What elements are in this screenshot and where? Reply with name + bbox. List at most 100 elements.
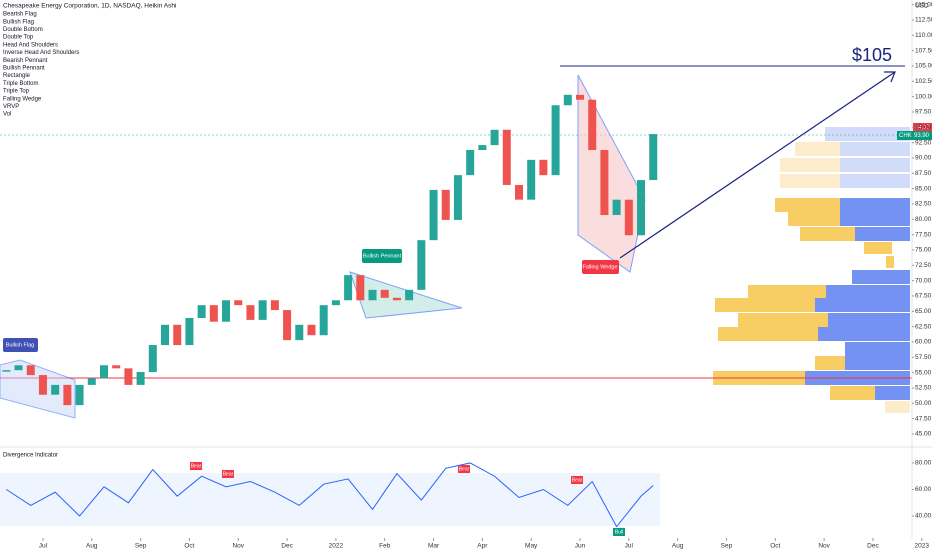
pennant-label: Bullish Pennant [363,253,402,259]
y-tick-label: 92.50 [915,139,932,146]
candle [637,180,646,236]
candle [429,189,438,241]
candle [112,365,121,369]
y-tick-label: 52.50 [915,385,932,392]
bear-tag: Bear [191,463,202,469]
x-tick-label: 2023 [915,543,930,550]
y-tick-label: 97.50 [915,109,932,116]
y-tick-label: 112.50 [915,17,932,24]
y-tick-label: 102.50 [915,78,932,85]
candle [14,365,23,371]
candle [551,105,560,176]
x-tick-label: Aug [672,543,684,550]
indicator-name: Head And Shoulders [3,42,58,48]
target-label: $105 [852,45,892,65]
indicator-name: Bullish Flag [3,19,34,25]
x-tick-label: Sep [135,543,147,550]
y-tick-label: 80.00 [915,216,932,223]
candle [368,289,377,301]
x-tick-label: Oct [184,543,194,550]
candle [417,240,426,290]
y-tick-label: 50.00 [915,400,932,407]
symbol: CHK [899,133,912,139]
candle [161,324,170,346]
candle [99,365,108,379]
pennant-badge [362,249,402,263]
flag-label: Bullish Flag [6,342,34,348]
candle [453,175,462,220]
divergence-tags: Bear Bear Bear Bear Bull [190,462,625,536]
indicator-title: Divergence Indicator [3,453,58,459]
y-tick-label: 60.00 [915,339,932,346]
candle [222,300,231,322]
y-tick-label: 77.50 [915,231,932,238]
y-tick-label: 70.00 [915,277,932,284]
target-arrow [619,71,896,259]
candle [87,378,96,385]
candle [270,300,279,311]
close-tag [897,131,932,140]
candle [356,275,365,301]
x-tick-label: Sep [721,543,733,550]
x-tick-label: 2022 [329,543,344,550]
candle [26,365,35,376]
x-tick-label: Mar [428,543,440,550]
y-tick-label: 110.00 [915,32,932,39]
x-tick-label: Aug [86,543,98,550]
candle [295,324,304,341]
candle [173,324,182,346]
indicator-name: Bearish Pennant [3,58,48,64]
y-tick-label: 100.00 [915,93,932,100]
candle [124,368,133,385]
indicator-name: Triple Bottom [3,81,38,87]
last-tag [913,123,932,132]
y-tick-label: 72.50 [915,262,932,269]
candle [380,289,389,298]
candle [514,184,523,200]
y-tick-label: 87.50 [915,170,932,177]
last-price: 94.17 [915,125,931,131]
bear-tag: Bear [572,477,583,483]
candle [63,384,72,406]
candle [38,375,47,395]
indicator-name: Double Top [3,35,34,41]
indicator-name: Triple Top [3,89,30,95]
candle [234,300,243,306]
indicator-name: Inverse Head And Shoulders [3,50,79,56]
candle [441,189,450,220]
indicator-name: Bullish Pennant [3,65,45,71]
candle [600,150,609,216]
candle [75,384,84,406]
wedge-label: Falling Wedge [582,264,617,270]
candle [51,384,60,395]
candle [197,305,206,319]
candle [344,275,353,301]
close-price: 93.90 [914,133,930,139]
y-tick-label: 60.00 [915,486,932,493]
candle [490,129,499,146]
y-tick-label: 40.00 [915,513,932,520]
y-tick-label: 115.00 [915,1,932,8]
x-tick-label: Nov [232,543,244,550]
y-tick-label: 90.00 [915,155,932,162]
x-tick-label: Dec [281,543,293,550]
flag-badge [3,338,38,352]
wedge-badge [582,260,619,274]
chart-title: Chesapeake Energy Corporation, 1D, NASDA… [3,3,176,10]
x-tick-label: Jun [575,543,586,550]
candle [588,99,597,151]
candle [527,159,536,200]
candle [563,94,572,106]
y-tick-label: 107.50 [915,47,932,54]
indicator-line [6,462,654,528]
y-tick-label: 85.00 [915,185,932,192]
y-tick-label: 80.00 [915,460,932,467]
candle [502,129,511,185]
candle [258,300,267,320]
y-tick-label: 75.00 [915,247,932,254]
candle [2,370,11,372]
indicator-name: Rectangle [3,73,31,79]
bull-tag: Bull [615,529,623,535]
